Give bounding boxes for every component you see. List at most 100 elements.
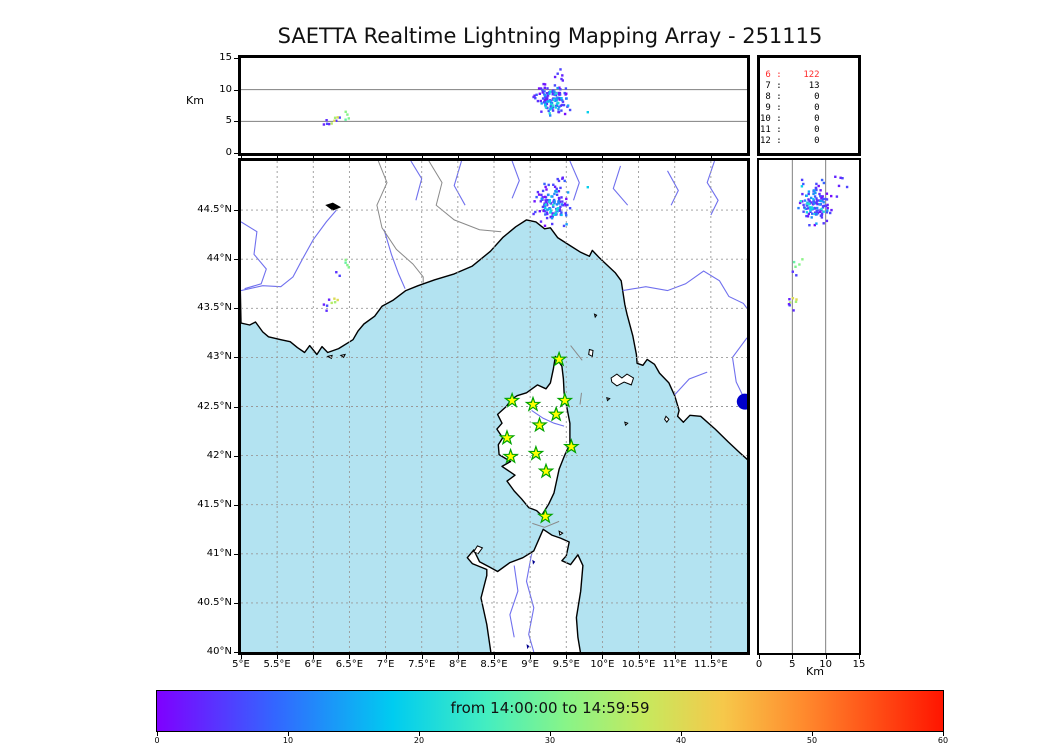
lightning-point	[558, 209, 562, 212]
lightning-point	[555, 99, 558, 102]
axis-tick	[457, 156, 459, 159]
lightning-point	[819, 195, 822, 198]
axis-tick	[638, 156, 640, 159]
map-lat-tick-label: 43.5°N	[197, 302, 232, 314]
lightning-point	[333, 297, 336, 300]
lightning-point	[821, 206, 825, 209]
lma-station-star	[537, 462, 555, 479]
lightning-point	[556, 86, 559, 90]
lightning-point	[558, 105, 561, 109]
lightning-point	[325, 309, 328, 312]
lightning-point	[798, 263, 801, 266]
lightning-point	[586, 186, 589, 189]
lightning-point	[562, 103, 566, 107]
axis-tick	[234, 210, 238, 212]
lightning-point	[788, 298, 791, 301]
lightning-point	[556, 96, 559, 99]
lightning-point	[546, 208, 549, 211]
lightning-point	[558, 96, 561, 100]
axis-tick	[494, 655, 495, 659]
lightning-point	[811, 212, 814, 215]
altitude-vs-longitude-panel	[238, 55, 750, 156]
axis-tick	[421, 655, 423, 659]
lightning-point	[560, 196, 563, 199]
lightning-point	[538, 92, 541, 95]
map-lon-tick-label: 11.5°E	[694, 659, 728, 670]
lightning-point	[322, 303, 326, 306]
river	[241, 209, 337, 292]
lightning-point	[824, 197, 827, 201]
lightning-point	[816, 202, 819, 206]
axis-tick	[710, 655, 712, 659]
lightning-point	[813, 202, 816, 205]
lightning-point	[809, 207, 813, 210]
lma-station-star	[562, 437, 580, 454]
axis-tick	[277, 156, 279, 159]
lightning-point	[558, 200, 562, 203]
lightning-point	[532, 95, 535, 99]
map-lat-tick-label: 42°N	[206, 449, 232, 461]
lightning-point	[543, 224, 547, 227]
lightning-point	[554, 190, 557, 193]
map-lat-tick-label: 43°N	[206, 351, 232, 363]
axis-tick	[385, 655, 387, 659]
lightning-point	[327, 122, 331, 126]
lightning-point	[565, 197, 568, 201]
lightning-point	[813, 223, 816, 227]
axis-tick	[277, 655, 279, 659]
lightning-point	[824, 204, 828, 208]
lightning-point	[837, 184, 841, 188]
small-lake	[526, 644, 530, 650]
lightning-point	[823, 204, 826, 207]
lightning-point	[814, 191, 817, 195]
figure-title: SAETTA Realtime Lightning Mapping Array …	[277, 24, 823, 48]
lightning-point	[545, 92, 549, 95]
island	[593, 313, 598, 319]
lightning-point	[536, 99, 540, 103]
lightning-point	[551, 90, 554, 93]
lma-station-star	[502, 447, 520, 464]
lightning-point	[553, 200, 556, 203]
lightning-point	[561, 100, 565, 103]
lightning-point	[543, 83, 547, 86]
lightning-point	[560, 211, 563, 214]
axis-tick	[234, 259, 238, 261]
lightning-point	[557, 110, 560, 114]
lightning-point	[815, 213, 818, 216]
lightning-point	[826, 209, 829, 212]
lightning-point	[546, 212, 549, 216]
lightning-point	[552, 183, 555, 186]
lightning-point	[825, 192, 829, 195]
axis-tick	[234, 504, 238, 506]
axis-tick	[859, 655, 860, 659]
lightning-point	[560, 203, 564, 206]
lightning-point	[787, 303, 791, 306]
lightning-point	[830, 194, 833, 198]
axis-tick	[825, 655, 827, 659]
map-lat-tick-label: 44°N	[206, 253, 232, 265]
lightning-point	[564, 87, 568, 90]
lightning-point	[829, 211, 832, 215]
lightning-point	[540, 102, 543, 105]
axis-tick	[385, 156, 387, 159]
lightning-point	[549, 207, 552, 211]
lightning-point	[826, 203, 829, 207]
lightning-point	[553, 90, 556, 93]
alt-lat-xtick-label: 10	[819, 659, 833, 670]
lightning-point	[555, 92, 558, 95]
lightning-point	[541, 88, 544, 92]
lightning-point	[540, 110, 543, 113]
lightning-point	[549, 114, 552, 117]
axis-tick	[530, 655, 532, 659]
lightning-point	[822, 204, 825, 208]
lightning-point	[816, 212, 820, 215]
colorbar-tick-label: 30	[544, 736, 556, 745]
station-count-table: 6 : 122 7 : 13 8 : 0 9 : 0 10 : 0 11 : 0 12…	[760, 70, 856, 147]
lma-station-star	[531, 416, 548, 433]
lightning-point	[822, 201, 825, 204]
lightning-point	[816, 206, 819, 210]
lightning-point	[798, 201, 802, 205]
lightning-point	[813, 195, 817, 198]
lightning-point	[344, 118, 347, 121]
lightning-point	[835, 195, 839, 198]
